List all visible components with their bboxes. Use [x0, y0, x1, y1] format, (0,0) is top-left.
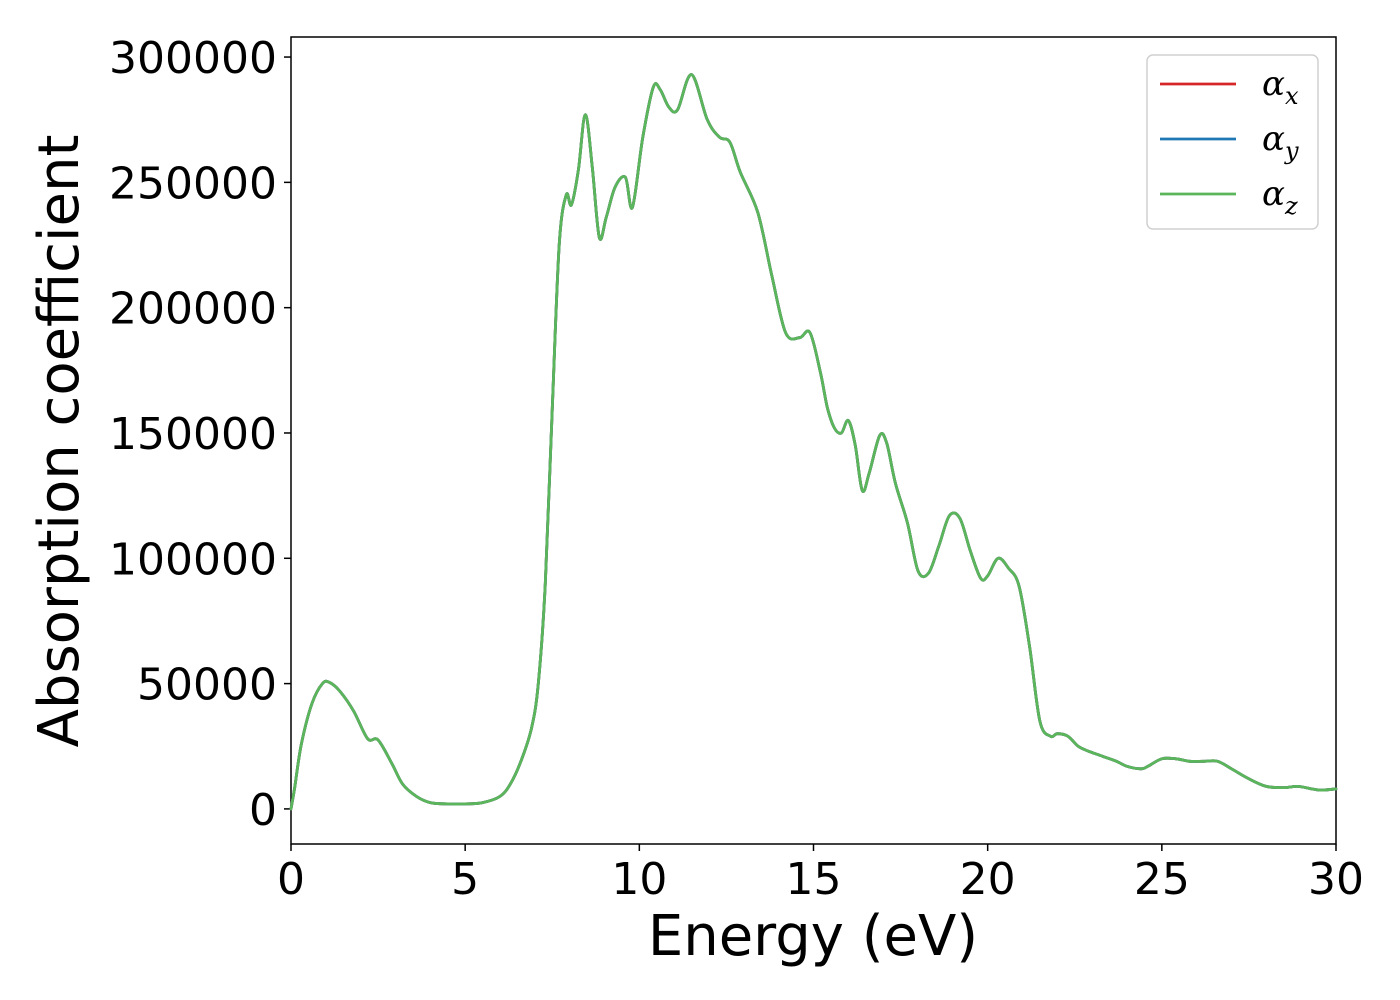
legend-box: [1146, 54, 1319, 230]
x-tick-label: 5: [451, 854, 479, 905]
x-tick-label: 10: [611, 854, 667, 905]
legend-label: αy: [1262, 119, 1299, 165]
y-axis-label: Absorption coefficient: [27, 135, 92, 748]
y-tick-label: 200000: [109, 284, 277, 335]
y-tick-label: 300000: [109, 33, 277, 84]
y-tick-label: 100000: [109, 534, 277, 585]
x-tick-label: 25: [1134, 854, 1190, 905]
y-axis: 0 50000 100000 150000 200000 250000 300000: [109, 33, 291, 836]
y-tick-label: 250000: [109, 158, 277, 209]
x-axis: 0 5 10 15 20 25 30: [277, 844, 1364, 905]
series-group: [289, 73, 1338, 811]
y-tick-label: 50000: [137, 660, 277, 711]
x-tick-label: 20: [960, 854, 1016, 905]
x-tick-label: 15: [786, 854, 842, 905]
legend-label: αz: [1262, 174, 1298, 220]
x-axis-label: Energy (eV): [648, 904, 978, 969]
y-tick-label: 150000: [109, 409, 277, 460]
series-line-z: [289, 73, 1338, 811]
legend-label: αx: [1262, 64, 1299, 110]
x-tick-label: 0: [277, 854, 305, 905]
y-tick-label: 0: [249, 785, 277, 836]
legend: αx αy αz: [1146, 54, 1319, 230]
x-tick-label: 30: [1308, 854, 1364, 905]
